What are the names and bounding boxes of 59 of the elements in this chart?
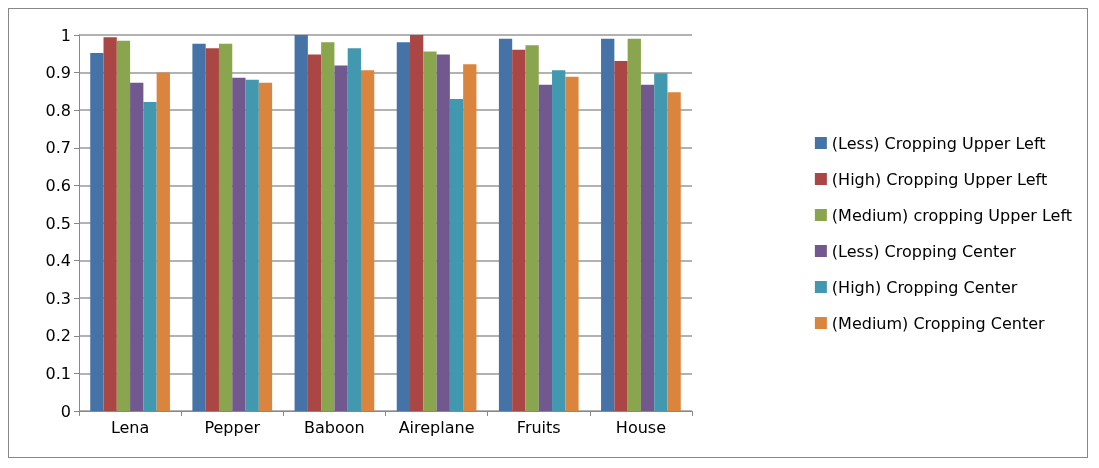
bar — [423, 51, 437, 411]
legend-label: (Less) Cropping Upper Left — [831, 133, 1046, 153]
x-tick-label: Aireplane — [398, 417, 475, 437]
bar — [614, 60, 628, 411]
bar — [667, 92, 681, 411]
bar — [232, 77, 246, 411]
bar — [130, 82, 144, 411]
y-tick-label: 0.9 — [45, 63, 71, 83]
y-tick-label: 0.5 — [45, 213, 71, 233]
bar — [449, 98, 464, 411]
bar — [347, 48, 361, 411]
bar — [360, 70, 375, 411]
bar — [258, 82, 273, 411]
x-tick-label: Fruits — [516, 417, 561, 437]
bar — [512, 49, 526, 411]
y-tick-label: 0 — [60, 401, 71, 421]
legend-label: (High) Cropping Center — [831, 277, 1018, 297]
bar — [525, 45, 539, 411]
y-tick-label: 1 — [60, 25, 71, 45]
y-tick-label: 0.1 — [45, 363, 71, 383]
bar — [192, 43, 206, 411]
bar — [307, 54, 322, 411]
y-tick-label: 0.4 — [45, 251, 71, 271]
bar — [627, 38, 641, 411]
legend-label: (Less) Cropping Center — [831, 241, 1017, 261]
bar — [463, 64, 477, 411]
bar — [103, 37, 117, 411]
bar — [436, 54, 450, 411]
x-tick-label: Lena — [110, 417, 150, 437]
legend-label: (Medium) Cropping Center — [831, 313, 1046, 333]
bar — [498, 38, 513, 411]
bar — [321, 42, 335, 411]
bar — [654, 73, 668, 411]
bar — [205, 48, 219, 411]
bar — [601, 38, 615, 411]
legend-label: (High) Cropping Upper Left — [831, 169, 1048, 189]
bar — [143, 101, 157, 411]
bar — [552, 70, 566, 411]
y-tick-label: 0.6 — [45, 175, 71, 195]
x-tick-label: House — [615, 417, 666, 437]
bar — [410, 35, 424, 411]
bar — [218, 43, 233, 411]
y-tick-label: 0.2 — [45, 326, 71, 346]
bar — [294, 35, 308, 411]
x-tick-label: Baboon — [304, 417, 365, 437]
y-tick-label: 0.3 — [45, 288, 71, 308]
legend-label: (Medium) cropping Upper Left — [831, 205, 1073, 225]
y-tick-label: 0.7 — [45, 138, 71, 158]
x-tick-label: Pepper — [204, 417, 261, 437]
y-tick-label: 0.8 — [45, 100, 71, 120]
bar — [565, 76, 579, 411]
bar — [245, 79, 259, 411]
bar — [90, 53, 104, 411]
bar — [156, 72, 170, 411]
bar — [116, 40, 131, 411]
bar — [396, 42, 411, 411]
bar — [538, 84, 553, 411]
bar — [334, 65, 348, 411]
bar — [640, 84, 655, 411]
